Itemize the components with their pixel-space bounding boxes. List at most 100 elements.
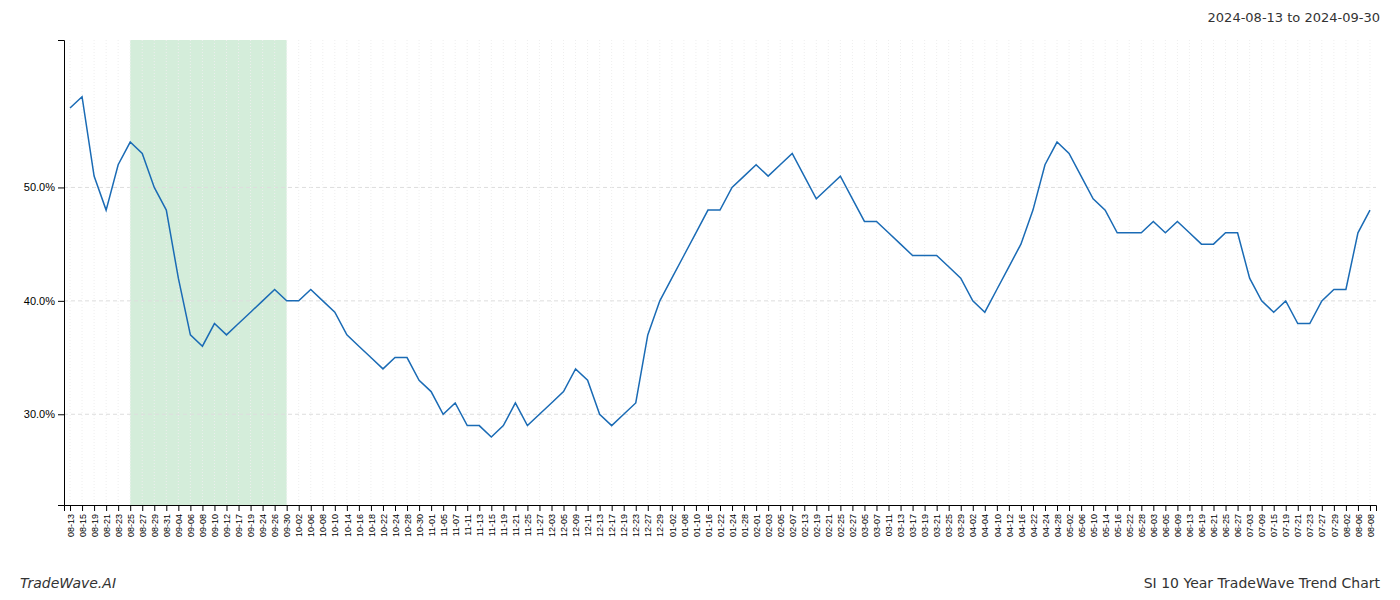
grid-line-x <box>1249 40 1250 505</box>
x-tick: 12-27 <box>643 505 653 537</box>
grid-line-x <box>611 40 612 505</box>
x-tick-mark <box>190 505 191 511</box>
x-tick-mark <box>527 505 528 511</box>
x-tick-mark <box>551 505 552 511</box>
x-tick: 07-19 <box>1281 505 1291 537</box>
x-tick-label: 08-27 <box>138 514 148 537</box>
x-tick-mark <box>226 505 227 511</box>
x-tick: 09-17 <box>234 505 244 537</box>
grid-line-x <box>1020 40 1021 505</box>
x-tick-mark <box>251 505 252 511</box>
x-tick-label: 07-21 <box>1293 514 1303 537</box>
grid-line-x <box>587 40 588 505</box>
grid-line-y <box>64 414 1376 415</box>
x-tick-mark <box>1105 505 1106 511</box>
x-tick: 03-25 <box>944 505 954 537</box>
x-tick-label: 04-12 <box>1005 514 1015 537</box>
x-tick: 06-03 <box>1149 505 1159 537</box>
x-tick-mark <box>1165 505 1166 511</box>
x-tick-label: 07-29 <box>1330 514 1340 537</box>
grid-line-x <box>118 40 119 505</box>
x-tick: 08-15 <box>78 505 88 537</box>
x-tick-mark <box>708 505 709 511</box>
x-tick: 12-05 <box>559 505 569 537</box>
x-tick-mark <box>335 505 336 511</box>
x-tick-label: 12-03 <box>547 514 557 537</box>
grid-line-x <box>346 40 347 505</box>
x-tick-label: 09-04 <box>174 514 184 537</box>
grid-line-x <box>816 40 817 505</box>
grid-line-x <box>948 40 949 505</box>
x-tick-label: 09-19 <box>246 514 256 537</box>
x-tick-mark <box>1226 505 1227 511</box>
x-tick: 02-19 <box>812 505 822 537</box>
grid-line-x <box>1165 40 1166 505</box>
x-tick: 04-02 <box>968 505 978 537</box>
x-tick: 12-19 <box>619 505 629 537</box>
grid-line-x <box>1081 40 1082 505</box>
grid-line-x <box>900 40 901 505</box>
grid-line-x <box>599 40 600 505</box>
x-tick-mark <box>371 505 372 511</box>
grid-line-x <box>792 40 793 505</box>
line <box>70 97 1370 437</box>
x-tick: 03-29 <box>956 505 966 537</box>
grid-line-x <box>1177 40 1178 505</box>
x-tick-label: 08-21 <box>102 514 112 537</box>
x-tick-label: 07-09 <box>1257 514 1267 537</box>
x-tick-mark <box>852 505 853 511</box>
x-tick-mark <box>1081 505 1082 511</box>
x-tick: 04-10 <box>992 505 1002 537</box>
x-tick: 09-10 <box>210 505 220 537</box>
x-tick-mark <box>985 505 986 511</box>
x-tick: 09-19 <box>246 505 256 537</box>
x-tick-label: 03-05 <box>860 514 870 537</box>
x-tick-label: 04-24 <box>1041 514 1051 537</box>
x-tick: 01-08 <box>680 505 690 537</box>
x-tick-label: 11-11 <box>463 514 473 536</box>
x-tick-label: 08-13 <box>66 514 76 537</box>
x-tick-mark <box>479 505 480 511</box>
x-tick: 02-25 <box>836 505 846 537</box>
x-tick-mark <box>130 505 131 511</box>
x-tick: 07-09 <box>1257 505 1267 537</box>
x-tick-mark <box>696 505 697 511</box>
x-tick: 08-29 <box>150 505 160 537</box>
grid-line-x <box>1057 40 1058 505</box>
x-tick-mark <box>118 505 119 511</box>
x-tick-label: 12-11 <box>583 514 593 536</box>
x-tick-label: 04-16 <box>1017 514 1027 537</box>
x-tick-mark <box>383 505 384 511</box>
x-tick-label: 03-19 <box>920 514 930 537</box>
x-tick: 11-25 <box>523 505 533 536</box>
x-tick: 08-31 <box>162 505 172 537</box>
x-tick-mark <box>576 505 577 511</box>
grid-line-x <box>503 40 504 505</box>
chart: 30.0%40.0%50.0%08-1308-1508-1908-2108-23… <box>0 0 1400 600</box>
x-tick-mark <box>323 505 324 511</box>
x-tick-label: 09-17 <box>234 514 244 537</box>
x-tick: 04-28 <box>1053 505 1063 537</box>
x-tick-mark <box>202 505 203 511</box>
x-tick-mark <box>503 505 504 511</box>
x-tick-mark <box>901 505 902 511</box>
grid-line-x <box>768 40 769 505</box>
x-tick-mark <box>467 505 468 511</box>
x-tick-mark <box>359 505 360 511</box>
x-tick-mark <box>756 505 757 511</box>
x-tick-mark <box>1346 505 1347 511</box>
grid-line-x <box>250 40 251 505</box>
x-tick-mark <box>178 505 179 511</box>
x-tick: 08-06 <box>1354 505 1364 537</box>
x-tick-label: 04-22 <box>1029 514 1039 537</box>
x-tick-label: 10-10 <box>330 514 340 537</box>
x-tick-mark <box>768 505 769 511</box>
x-tick-label: 05-02 <box>1065 514 1075 537</box>
grid-line-x <box>431 40 432 505</box>
x-tick-mark <box>973 505 974 511</box>
x-tick-mark <box>1033 505 1034 511</box>
x-tick-label: 11-25 <box>523 514 533 536</box>
x-tick-label: 06-25 <box>1221 514 1231 537</box>
grid-line-x <box>695 40 696 505</box>
x-tick-mark <box>816 505 817 511</box>
